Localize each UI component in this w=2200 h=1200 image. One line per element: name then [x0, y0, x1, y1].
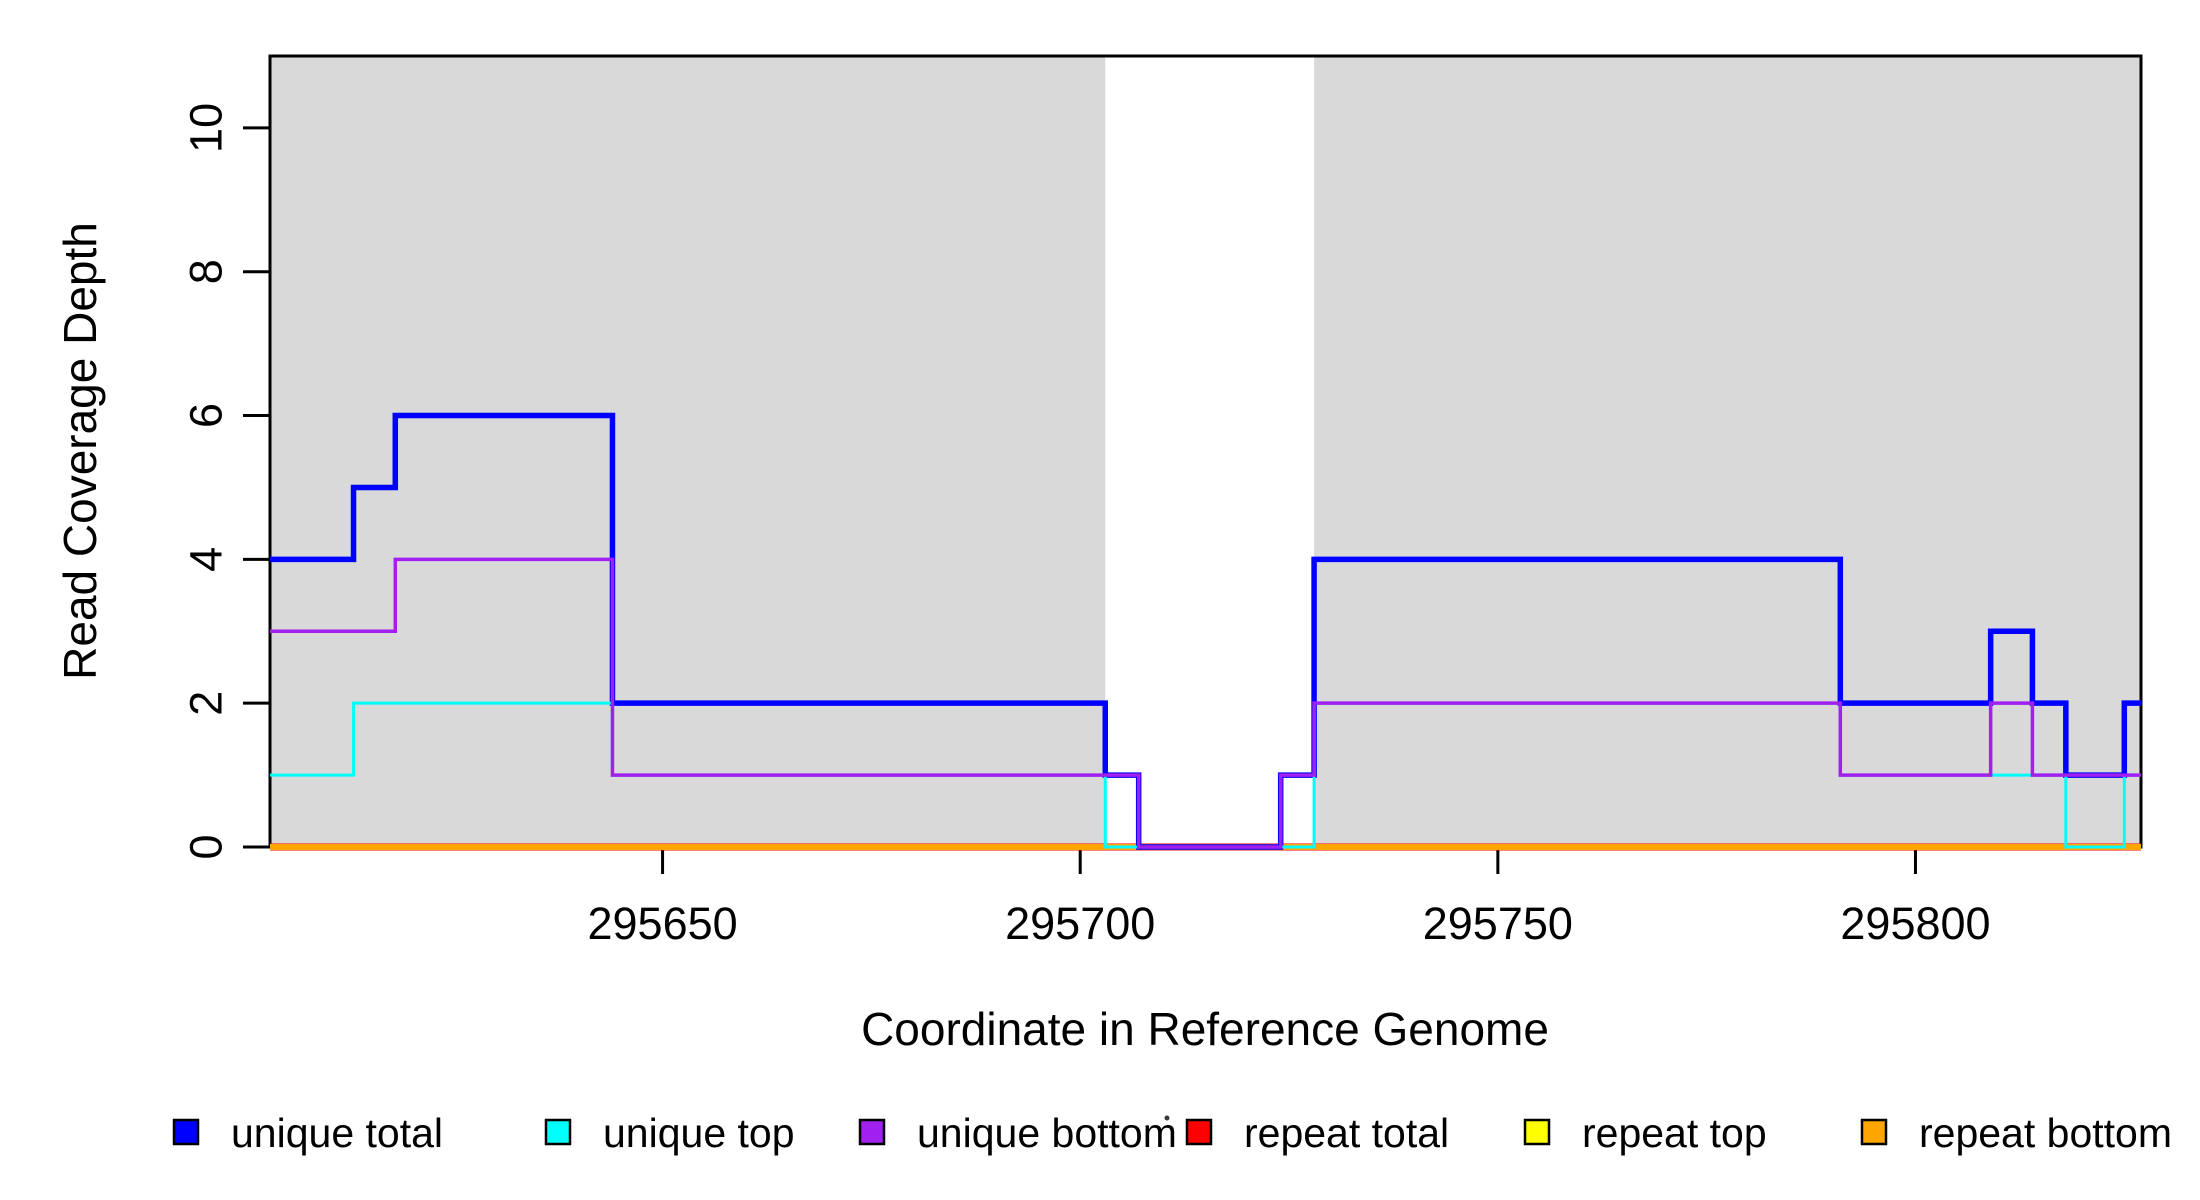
legend-swatch-repeat-total	[1185, 1118, 1213, 1146]
shaded-region	[270, 56, 1106, 847]
x-tick-label: 295700	[1005, 898, 1155, 949]
legend-label: repeat bottom	[1919, 1110, 2172, 1156]
legend-item: unique top	[544, 1110, 795, 1156]
legend-swatch-unique-top	[544, 1118, 572, 1146]
series-unique-bottom	[270, 557, 2141, 849]
y-tick-label: 6	[181, 403, 232, 428]
legend-swatch-unique-bottom	[858, 1118, 886, 1146]
y-tick-label: 4	[181, 547, 232, 572]
legend-item: repeat bottom	[1860, 1110, 2172, 1156]
x-tick-label: 295750	[1423, 898, 1573, 949]
legend: unique total unique top unique bottom repea…	[172, 1110, 2172, 1156]
stray-mark	[1164, 1115, 1170, 1121]
legend-swatch-repeat-top	[1523, 1118, 1551, 1146]
x-axis-title: Coordinate in Reference Genome	[861, 1003, 1549, 1055]
legend-label: unique top	[603, 1110, 795, 1156]
y-tick-label: 10	[181, 103, 232, 153]
plot-area: 295650 295700 295750 295800 0 2 4 6 8 10	[181, 54, 2143, 1121]
x-tick-label: 295800	[1840, 898, 1990, 949]
x-tick-label: 295650	[587, 898, 737, 949]
legend-item: repeat top	[1523, 1110, 1767, 1156]
legend-label: unique total	[231, 1110, 443, 1156]
legend-label: repeat top	[1582, 1110, 1767, 1156]
legend-swatch-unique-total	[172, 1118, 200, 1146]
legend-label: unique bottom	[917, 1110, 1177, 1156]
legend-item: unique bottom	[858, 1110, 1177, 1156]
legend-swatch-repeat-bottom	[1860, 1118, 1888, 1146]
shaded-region	[1314, 56, 2141, 847]
y-tick-label: 2	[181, 691, 232, 716]
y-axis-title: Read Coverage Depth	[54, 222, 106, 680]
legend-item: unique total	[172, 1110, 443, 1156]
y-tick-label: 0	[181, 834, 232, 859]
legend-label: repeat total	[1244, 1110, 1449, 1156]
y-tick-label: 8	[181, 259, 232, 284]
legend-item: repeat total	[1185, 1110, 1449, 1156]
